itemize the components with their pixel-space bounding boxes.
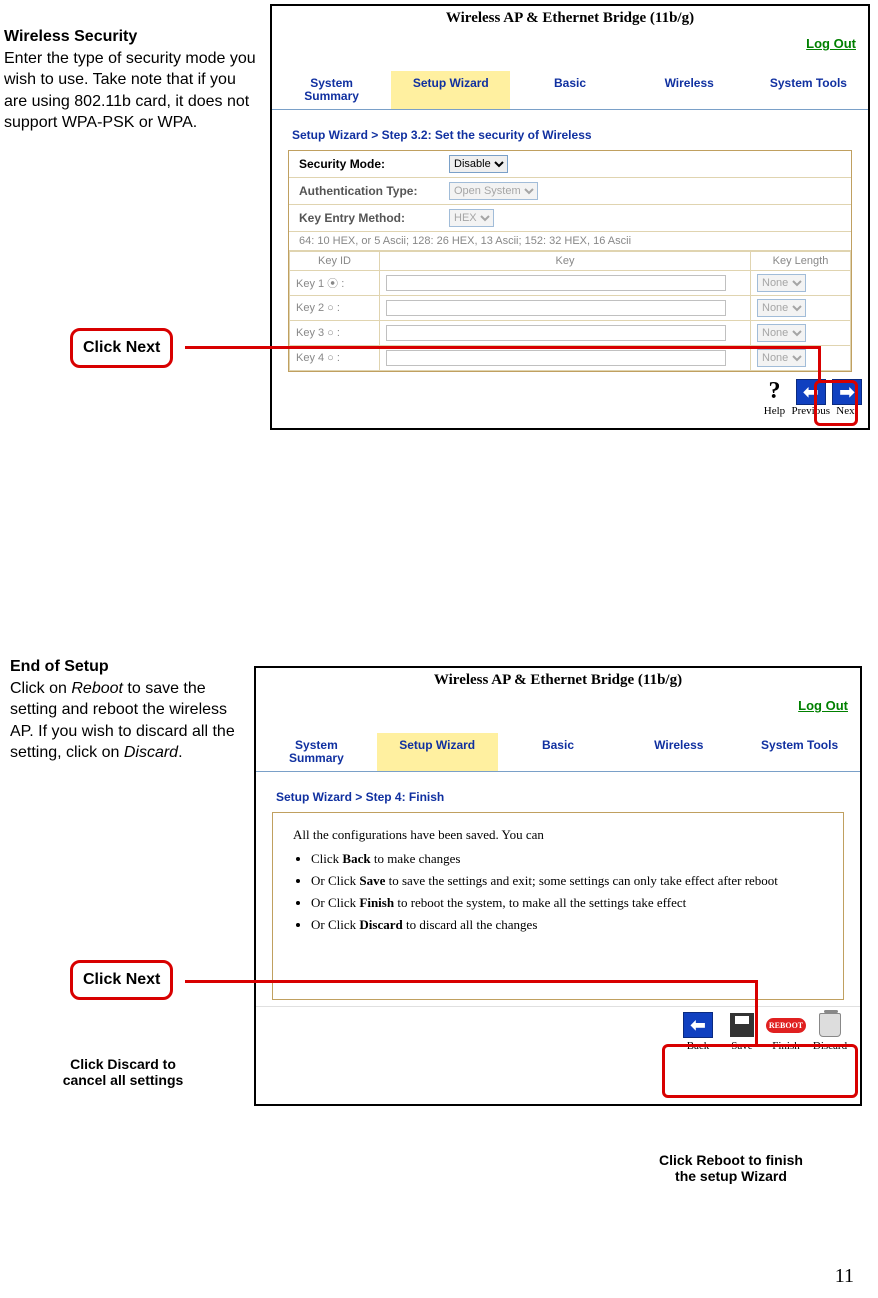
table-row: Key 2 ○ : None: [290, 296, 851, 321]
key1-input: [386, 275, 726, 291]
tab-setup-wizard[interactable]: Setup Wizard: [377, 733, 498, 771]
list-item: Or Click Save to save the settings and e…: [311, 873, 823, 889]
floppy-icon: [730, 1013, 754, 1037]
key1-len: None: [757, 274, 806, 292]
section2-text: End of Setup Click on Reboot to save the…: [10, 656, 240, 764]
section1-heading: Wireless Security: [4, 28, 137, 45]
callout-click-next-1: Click Next: [70, 328, 173, 368]
key-entry-label: Key Entry Method:: [299, 211, 449, 225]
table-row: Key 3 ○ : None: [290, 321, 851, 346]
list-item: Or Click Discard to discard all the chan…: [311, 917, 823, 933]
trash-icon: [819, 1013, 841, 1037]
screenshot-security: Wireless AP & Ethernet Bridge (11b/g) Lo…: [270, 4, 870, 430]
tab-system-tools[interactable]: System Tools: [739, 733, 860, 771]
th-keylen: Key Length: [751, 252, 851, 271]
logout-link[interactable]: Log Out: [806, 36, 856, 51]
list-item: Click Back to make changes: [311, 851, 823, 867]
tab-wireless[interactable]: Wireless: [630, 71, 749, 109]
security-mode-select[interactable]: Disable: [449, 155, 508, 173]
help-button[interactable]: ? Help: [760, 378, 790, 417]
key-entry-select: HEX: [449, 209, 494, 227]
key-note: 64: 10 HEX, or 5 Ascii; 128: 26 HEX, 13 …: [289, 232, 851, 251]
key4-input: [386, 350, 726, 366]
key2-len: None: [757, 299, 806, 317]
reboot-hint: Click Reboot to finish the setup Wizard: [656, 1152, 806, 1184]
logout-link[interactable]: Log Out: [798, 698, 848, 713]
tab-summary[interactable]: System Summary: [256, 733, 377, 771]
security-panel: Security Mode: Disable Authentication Ty…: [288, 150, 852, 372]
nav-tabs: System Summary Setup Wizard Basic Wirele…: [256, 733, 860, 772]
connector-line: [818, 346, 821, 382]
arrow-left-icon: ⬅: [683, 1012, 713, 1038]
section1-text: Wireless Security Enter the type of secu…: [4, 26, 262, 134]
tab-system-tools[interactable]: System Tools: [749, 71, 868, 109]
key3-input: [386, 325, 726, 341]
router-title: Wireless AP & Ethernet Bridge (11b/g): [256, 668, 860, 689]
page: Wireless Security Enter the type of secu…: [0, 0, 878, 1298]
auth-type-select: Open System: [449, 182, 538, 200]
next-button-highlight: [814, 380, 858, 426]
router-title: Wireless AP & Ethernet Bridge (11b/g): [272, 6, 868, 27]
connector-line: [185, 980, 755, 983]
finish-intro: All the configurations have been saved. …: [293, 827, 823, 843]
screenshot-finish: Wireless AP & Ethernet Bridge (11b/g) Lo…: [254, 666, 862, 1106]
tab-basic[interactable]: Basic: [498, 733, 619, 771]
section1-body: Enter the type of security mode you wish…: [4, 50, 256, 132]
auth-type-label: Authentication Type:: [299, 184, 449, 198]
finish-list: Click Back to make changes Or Click Save…: [311, 851, 823, 933]
tab-summary[interactable]: System Summary: [272, 71, 391, 109]
key2-input: [386, 300, 726, 316]
finish-buttons-highlight: [662, 1044, 858, 1098]
tab-basic[interactable]: Basic: [510, 71, 629, 109]
key4-len: None: [757, 349, 806, 367]
tab-setup-wizard[interactable]: Setup Wizard: [391, 71, 510, 109]
nav-tabs: System Summary Setup Wizard Basic Wirele…: [272, 71, 868, 110]
list-item: Or Click Finish to reboot the system, to…: [311, 895, 823, 911]
connector-line: [185, 346, 818, 349]
discard-hint: Click Discard to cancel all settings: [48, 1056, 198, 1088]
page-number: 11: [835, 1265, 854, 1288]
tab-wireless[interactable]: Wireless: [618, 733, 739, 771]
wizard-buttons: ? Help ⬅ Previous ➡ Next: [272, 372, 868, 421]
key-table: Key ID Key Key Length Key 1 ⦿ : None Key…: [289, 251, 851, 371]
key3-len: None: [757, 324, 806, 342]
table-row: Key 4 ○ : None: [290, 346, 851, 371]
connector-line: [755, 980, 758, 1044]
th-key: Key: [380, 252, 751, 271]
callout-click-next-2: Click Next: [70, 960, 173, 1000]
table-row: Key 1 ⦿ : None: [290, 271, 851, 296]
th-keyid: Key ID: [290, 252, 380, 271]
security-mode-label: Security Mode:: [299, 157, 449, 171]
breadcrumb: Setup Wizard > Step 4: Finish: [256, 772, 860, 812]
breadcrumb: Setup Wizard > Step 3.2: Set the securit…: [272, 110, 868, 150]
section2-heading: End of Setup: [10, 658, 109, 675]
finish-panel: All the configurations have been saved. …: [272, 812, 844, 1000]
help-icon: ?: [760, 378, 790, 404]
reboot-icon: REBOOT: [766, 1018, 806, 1033]
